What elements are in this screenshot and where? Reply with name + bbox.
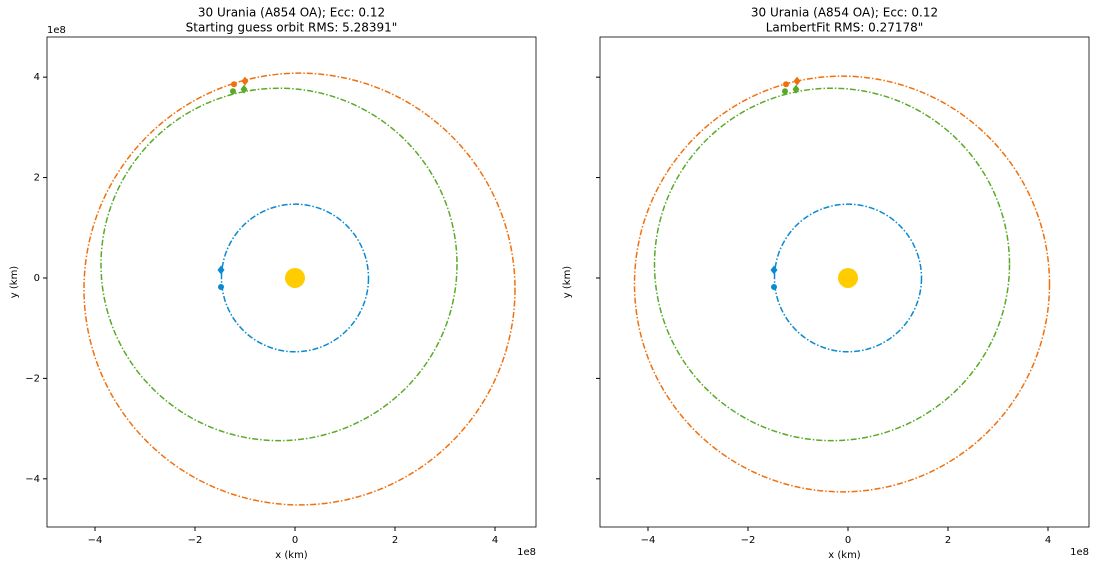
orbit [83,72,516,506]
orbit [633,75,1051,493]
x-offset-label: 1e8 [517,547,536,558]
x-tick-label: 0 [292,535,298,546]
axes-frame [46,36,537,528]
marker-circle [218,284,224,291]
marker-circle [782,88,788,95]
marker-circle [783,81,789,88]
y-tick-label: 2 [34,173,40,184]
y-tick-label: −2 [25,373,40,384]
x-axis-label: x (km) [275,550,308,561]
chart-title: 30 Urania (A854 OA); Ecc: 0.12 [198,6,385,20]
chart-subtitle: Starting guess orbit RMS: 5.28391" [186,21,398,35]
sun [285,267,305,288]
y-axis-label: y (km) [562,266,573,299]
orbit [773,203,923,353]
x-tick-label: −2 [188,535,203,546]
x-tick-label: 2 [945,535,951,546]
marker-circle [230,88,236,95]
marker-circle [771,284,777,291]
y-tick-label: 4 [34,72,40,83]
x-tick-label: 4 [1045,535,1051,546]
orbit [220,203,370,353]
x-tick-label: −4 [641,535,656,546]
orbit [653,87,1011,442]
x-tick-label: 4 [492,535,498,546]
chart-title: 30 Urania (A854 OA); Ecc: 0.12 [751,6,938,20]
y-tick-label: −4 [25,474,40,485]
x-offset-label: 1e8 [1070,547,1089,558]
orbit [100,87,458,442]
marker-diamond [793,76,801,86]
chart-subtitle: LambertFit RMS: 0.27178" [766,21,924,35]
x-tick-label: −4 [88,535,103,546]
x-tick-label: −2 [741,535,756,546]
marker-circle [231,81,237,88]
sun [838,267,858,288]
y-offset-label: 1e8 [47,25,66,36]
marker-diamond [240,84,248,94]
marker-diamond [241,76,249,86]
x-axis-label: x (km) [828,550,861,561]
marker-diamond [792,84,800,94]
axes-frame [599,36,1090,528]
marker-diamond [770,265,778,275]
y-tick-label: 0 [34,273,40,284]
x-tick-label: 0 [845,535,851,546]
x-tick-label: 2 [392,535,398,546]
y-axis-label: y (km) [9,266,20,299]
marker-diamond [217,265,225,275]
